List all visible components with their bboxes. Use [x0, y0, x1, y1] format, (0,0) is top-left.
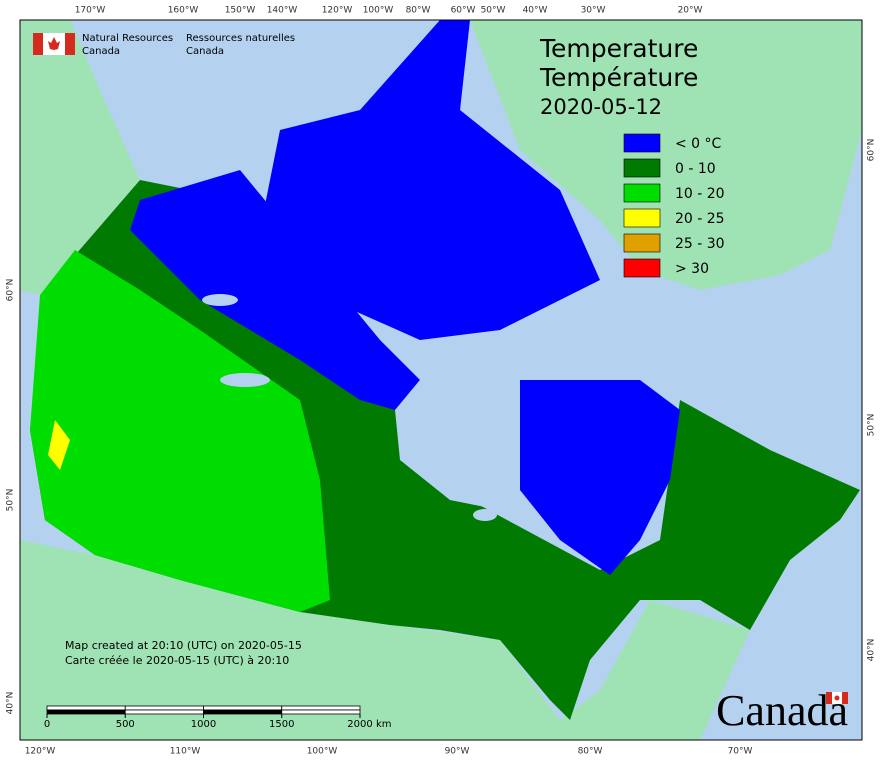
- longitude-label: 150°W: [225, 6, 256, 16]
- scale-unit: km: [376, 719, 392, 730]
- nrcan-logo: Natural Resources Canada Ressources natu…: [33, 33, 295, 57]
- flag-bar: [65, 33, 75, 55]
- flag-bar: [842, 692, 848, 704]
- flag-bar: [33, 33, 43, 55]
- org-name: Canada: [82, 46, 120, 57]
- longitude-label: 50°W: [481, 6, 506, 16]
- longitude-label: 170°W: [75, 6, 106, 16]
- legend-swatch: [623, 233, 661, 253]
- scale-label: 1500: [269, 719, 294, 730]
- longitude-label: 110°W: [170, 747, 201, 757]
- scale-label: 500: [116, 719, 135, 730]
- longitude-label: 80°W: [406, 6, 431, 16]
- longitude-label: 90°W: [445, 747, 470, 757]
- greenland: [470, 20, 862, 290]
- usa: [20, 540, 750, 740]
- latitude-label: 50°N: [867, 414, 877, 437]
- legend-label: 10 - 20: [675, 186, 725, 202]
- scale-label: 1000: [191, 719, 216, 730]
- scale-segment: [46, 709, 126, 715]
- legend-swatch: [623, 258, 661, 278]
- legend-label: < 0 °C: [675, 136, 722, 152]
- longitude-label: 30°W: [581, 6, 606, 16]
- frame: [19, 19, 863, 741]
- region-10-20: [30, 250, 330, 612]
- longitude-label: 140°W: [267, 6, 298, 16]
- latitude-label: 50°N: [6, 489, 16, 512]
- scale-segment: [203, 709, 283, 715]
- legend-swatch: [623, 133, 661, 153]
- longitude-label: 60°W: [451, 6, 476, 16]
- lake: [220, 373, 270, 387]
- scale-segment: [46, 705, 126, 711]
- longitude-label: 70°W: [728, 747, 753, 757]
- maple-leaf: [48, 37, 60, 50]
- legend-swatch: [623, 183, 661, 203]
- date: 2020-05-12: [540, 95, 662, 119]
- legend: < 0 °C 0 - 10 10 - 20 20 - 25 25 - 30 > 30: [623, 133, 725, 278]
- scale-label: 0: [44, 719, 50, 730]
- longitude-label: 100°W: [307, 747, 338, 757]
- note: Map created at 20:10 (UTC) on 2020-05-15: [65, 639, 302, 652]
- longitude-label: 20°W: [678, 6, 703, 16]
- longitude-label: 120°W: [322, 6, 353, 16]
- alaska: [20, 20, 140, 295]
- org-name: Natural Resources: [82, 33, 173, 44]
- legend-swatch: [623, 208, 661, 228]
- longitude-label: 160°W: [168, 6, 199, 16]
- org-name: Canada: [186, 46, 224, 57]
- scale-label: 2000: [347, 719, 372, 730]
- lake: [473, 509, 497, 521]
- scale-bar: 0 500 1000 1500 2000 km: [44, 705, 392, 730]
- hudson-bay: [395, 380, 520, 510]
- scale-segment: [124, 705, 204, 711]
- land: [20, 20, 862, 740]
- title: Température: [539, 63, 698, 92]
- org-name: Ressources naturelles: [186, 33, 295, 44]
- title: Temperature: [539, 34, 698, 63]
- longitude-label: 120°W: [25, 747, 56, 757]
- region-20-25: [48, 420, 70, 470]
- latitude-label: 40°N: [867, 639, 877, 662]
- scale-segment: [124, 709, 204, 715]
- legend-label: > 30: [675, 261, 709, 277]
- legend-label: 20 - 25: [675, 211, 725, 227]
- maple-leaf: [834, 695, 840, 701]
- scale-segment: [281, 709, 361, 715]
- latitude-label: 60°N: [6, 279, 16, 302]
- note: Carte créée le 2020-05-15 (UTC) à 20:10: [65, 654, 289, 667]
- longitude-label: 40°W: [523, 6, 548, 16]
- lake: [202, 294, 238, 306]
- canada-wordmark: Canada: [716, 686, 848, 735]
- scale-segment: [203, 705, 283, 711]
- longitude-label: 100°W: [363, 6, 394, 16]
- latitude-label: 40°N: [6, 692, 16, 715]
- scale-segment: [281, 705, 361, 711]
- wordmark: Canada: [716, 686, 848, 735]
- latitude-label: 60°N: [867, 139, 877, 162]
- flag-bar: [826, 692, 832, 704]
- legend-label: 0 - 10: [675, 161, 716, 177]
- legend-label: 25 - 30: [675, 236, 725, 252]
- region-below-0: [130, 170, 420, 410]
- region-below-0: [260, 20, 600, 340]
- legend-swatch: [623, 158, 661, 178]
- longitude-label: 80°W: [578, 747, 603, 757]
- region-below-0: [520, 380, 680, 575]
